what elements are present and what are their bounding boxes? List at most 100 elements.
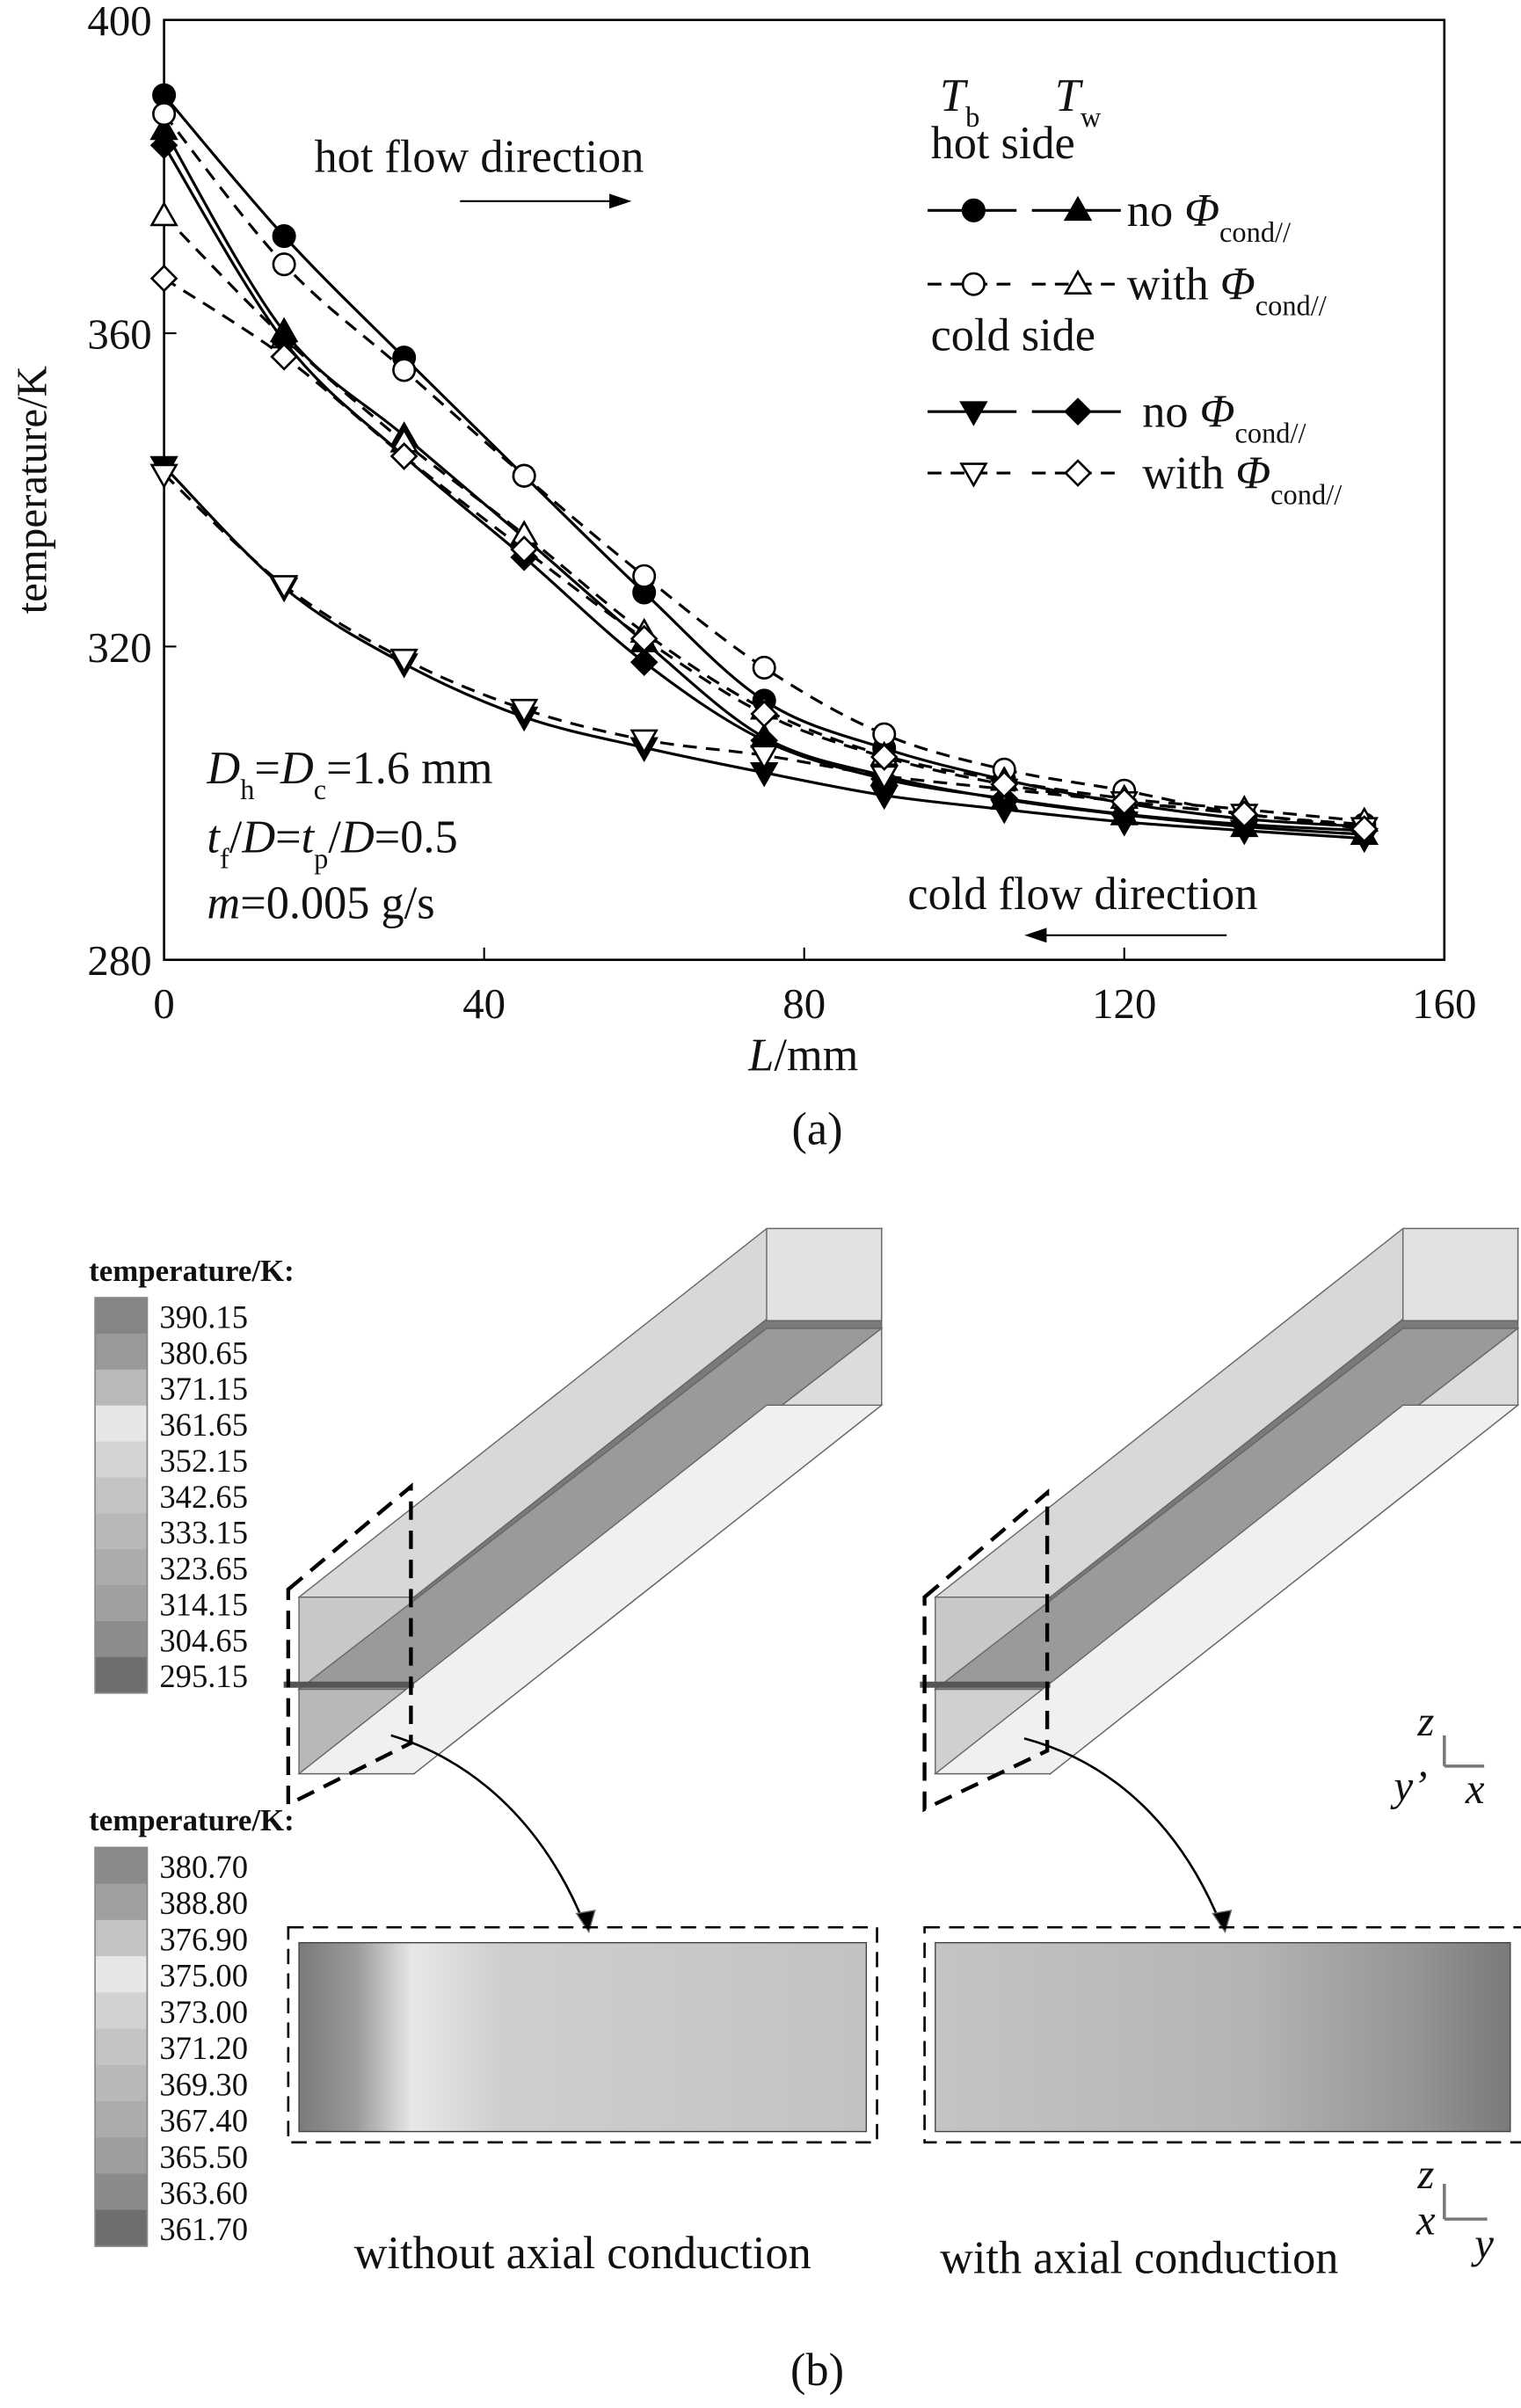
colorbar-swatch xyxy=(95,2209,148,2247)
axis-icon-label: z xyxy=(1416,2150,1434,2198)
data-point xyxy=(630,624,659,653)
data-point xyxy=(512,463,536,488)
x-axis-label: L/mm xyxy=(747,1029,858,1080)
colorbar-swatch xyxy=(95,1919,148,1957)
annotation-part: = xyxy=(275,811,302,862)
colorbar-swatch xyxy=(95,1405,148,1443)
legend-label-part: no xyxy=(1127,186,1184,236)
colorbar-swatch xyxy=(95,1441,148,1479)
colorbar-swatch xyxy=(95,1333,148,1371)
colorbar-label: 380.70 xyxy=(159,1849,248,1885)
y-tick-label: 360 xyxy=(87,309,151,358)
colorbar-frame xyxy=(94,1846,149,2247)
annotation-part: =1.6 mm xyxy=(326,743,492,794)
colorbar-label: 352.15 xyxy=(159,1443,248,1479)
colorbar-label: 380.65 xyxy=(159,1335,248,1371)
annotation-part: D xyxy=(280,743,314,794)
colorbar-label: 361.70 xyxy=(159,2211,248,2247)
colorbar-label: 388.80 xyxy=(159,1885,248,1921)
colorbar-title: temperature/K: xyxy=(89,1803,295,1837)
annotation-part: h xyxy=(240,775,254,806)
data-point xyxy=(749,745,779,770)
legend-label: no Φcond// xyxy=(1127,186,1292,249)
data-point xyxy=(750,700,778,728)
data-point xyxy=(990,770,1019,799)
colorbar-swatch xyxy=(95,1620,148,1658)
colorbar-label: 333.15 xyxy=(159,1515,248,1551)
annotation-part: / xyxy=(229,811,243,862)
legend-header-part: T xyxy=(940,70,969,121)
x-tick-label: 80 xyxy=(782,979,826,1028)
legend-label-part: cond// xyxy=(1255,291,1328,323)
series-line xyxy=(163,465,1365,840)
data-point xyxy=(149,200,178,227)
colorbar-label: 295.15 xyxy=(159,1658,248,1694)
annotation-part: c xyxy=(314,775,326,806)
series-line xyxy=(163,144,1365,833)
data-point xyxy=(272,224,296,249)
annotation-part: hot flow direction xyxy=(315,132,644,183)
annotation: hot flow direction xyxy=(315,132,644,183)
annotation-part: cold flow direction xyxy=(907,869,1257,920)
caption: (a) xyxy=(791,1103,842,1154)
legend-group-title: cold side xyxy=(931,309,1095,360)
flow-arrows xyxy=(460,193,1227,943)
data-point xyxy=(149,131,178,160)
colorbar-swatch xyxy=(95,1883,148,1921)
series-line xyxy=(163,277,1365,831)
data-point xyxy=(632,564,657,588)
colorbar-label: 363.60 xyxy=(159,2175,248,2211)
x-axis-label-part: /mm xyxy=(774,1029,858,1080)
colorbar-label: 371.15 xyxy=(159,1371,248,1407)
data-point xyxy=(149,463,178,490)
colorbar-label: 390.15 xyxy=(159,1299,248,1335)
3d-models xyxy=(283,1227,1521,2221)
legend-label: with Φcond// xyxy=(1127,259,1328,323)
data-point xyxy=(392,358,417,382)
legend-label: no Φcond// xyxy=(1142,387,1306,450)
legend-label-part: cond// xyxy=(1219,217,1292,249)
colorbar-label: 342.65 xyxy=(159,1479,248,1515)
data-point xyxy=(1230,800,1259,828)
colorbar-swatch xyxy=(95,2137,148,2175)
colorbar-swatch xyxy=(95,1549,148,1586)
axis-icons xyxy=(1443,1735,1488,2221)
colorbar-swatch xyxy=(95,1847,148,1885)
legend-header-part: b xyxy=(965,102,979,134)
data-point xyxy=(1110,787,1139,816)
axis-icon-label: y xyxy=(1470,2219,1494,2267)
legend-header-part: w xyxy=(1081,102,1102,134)
legend-label-part: Φ xyxy=(1184,186,1219,236)
annotation-part: m xyxy=(207,878,240,929)
legend-marker xyxy=(1064,397,1092,426)
colorbar-swatch xyxy=(95,1992,148,2030)
colorbar-swatch xyxy=(95,1585,148,1622)
legend-header: Tw xyxy=(1055,70,1102,134)
legend-header-part: T xyxy=(1055,70,1084,121)
legend-label: with Φcond// xyxy=(1142,447,1343,511)
colorbar-label: 373.00 xyxy=(159,1994,248,2030)
legend-marker xyxy=(959,462,988,488)
colorbar-swatch xyxy=(95,2100,148,2139)
annotation-part: D xyxy=(340,811,375,862)
colorbar-label: 376.90 xyxy=(159,1921,248,1957)
legend-marker xyxy=(1064,459,1092,487)
caption: without axial conduction xyxy=(354,2228,811,2279)
colorbar-label: 314.15 xyxy=(159,1586,248,1622)
annotation: Dh=Dc=1.6 mm xyxy=(206,743,492,806)
data-point xyxy=(509,698,539,724)
annotation: cold flow direction xyxy=(907,869,1257,920)
x-tick-label: 0 xyxy=(153,979,174,1028)
caption: (b) xyxy=(790,2345,844,2396)
annotation-part: t xyxy=(207,811,221,862)
legend-label-part: cond// xyxy=(1234,418,1306,450)
x-axis-label-part: L xyxy=(747,1029,774,1080)
colorbar-label: 371.20 xyxy=(159,2030,248,2066)
colorbar-swatch xyxy=(95,1956,148,1994)
data-point xyxy=(389,442,418,470)
colorbar-swatch xyxy=(95,1369,148,1407)
data-point xyxy=(630,648,659,677)
legend-label-part: cond// xyxy=(1270,479,1343,511)
annotation: tf/D=tp/D=0.5 xyxy=(207,811,457,875)
